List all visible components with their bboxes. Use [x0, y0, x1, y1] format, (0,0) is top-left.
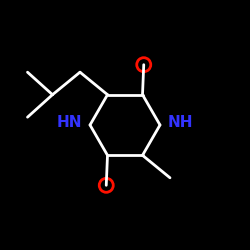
Text: HN: HN [57, 115, 82, 130]
Text: NH: NH [168, 115, 193, 130]
